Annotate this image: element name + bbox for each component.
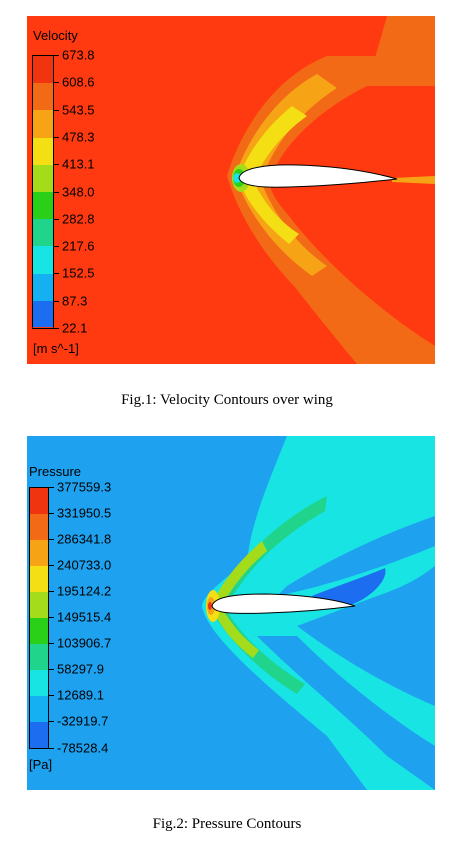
legend-tick bbox=[54, 219, 59, 220]
pressure-colorbar-band bbox=[30, 618, 48, 644]
velocity-stagnation-cyan bbox=[233, 173, 241, 183]
velocity-colorbar bbox=[32, 55, 54, 329]
legend-tick bbox=[54, 192, 59, 193]
velocity-colorbar-band bbox=[33, 137, 53, 165]
legend-tick bbox=[49, 487, 54, 488]
legend-tick bbox=[54, 110, 59, 111]
velocity-colorbar-band bbox=[33, 110, 53, 138]
pressure-green-upper-arm bbox=[212, 496, 327, 606]
pressure-contour-field bbox=[202, 436, 435, 790]
legend-tick-label: 12689.1 bbox=[57, 687, 104, 703]
legend-tick bbox=[54, 246, 59, 247]
legend-tick bbox=[54, 164, 59, 165]
legend-tick bbox=[54, 137, 59, 138]
pressure-colorbar-band bbox=[30, 514, 48, 540]
figure-1-caption: Fig.1: Velocity Contours over wing bbox=[121, 392, 333, 408]
pressure-stagnation-red bbox=[208, 602, 212, 610]
velocity-colorbar-band bbox=[33, 246, 53, 274]
legend-tick bbox=[54, 273, 59, 274]
legend-tick bbox=[54, 328, 59, 329]
legend-tick-label: 478.3 bbox=[62, 129, 95, 145]
legend-tick bbox=[49, 748, 54, 749]
legend-tick bbox=[49, 643, 54, 644]
velocity-legend-ticks: 673.8 608.6 543.5 478.3 413.1 348.0 282.… bbox=[54, 48, 174, 336]
pressure-lightgreen-upper bbox=[213, 541, 267, 604]
legend-tick bbox=[49, 539, 54, 540]
legend-tick-label: 195124.2 bbox=[57, 583, 112, 599]
velocity-yellow-upper bbox=[239, 106, 307, 178]
velocity-colorbar-band bbox=[33, 219, 53, 247]
legend-tick-label: 331950.5 bbox=[57, 505, 112, 521]
velocity-colorbar-band bbox=[33, 191, 53, 220]
pressure-colorbar-band bbox=[30, 644, 48, 670]
velocity-colorbar-band bbox=[33, 56, 53, 84]
legend-tick-label: -78528.4 bbox=[57, 740, 109, 756]
pressure-blue-lower-band bbox=[257, 636, 435, 790]
pressure-legend-title: Pressure bbox=[29, 464, 82, 479]
velocity-airfoil bbox=[238, 164, 398, 188]
legend-tick bbox=[49, 695, 54, 696]
legend-tick-label: 673.8 bbox=[62, 47, 95, 63]
pressure-colorbar-band bbox=[30, 722, 48, 748]
figure-2-caption: Fig.2: Pressure Contours bbox=[152, 816, 302, 832]
legend-tick-label: -32919.7 bbox=[57, 713, 109, 729]
legend-tick bbox=[49, 591, 54, 592]
legend-tick-label: 543.5 bbox=[62, 102, 95, 118]
pressure-colorbar-band bbox=[30, 592, 48, 618]
legend-tick-label: 149515.4 bbox=[57, 609, 112, 625]
velocity-legend-title: Velocity bbox=[33, 28, 78, 43]
velocity-colorbar-band bbox=[33, 273, 53, 301]
pressure-legend-unit: [Pa] bbox=[29, 757, 53, 772]
legend-tick-label: 87.3 bbox=[62, 293, 88, 309]
legend-tick bbox=[49, 565, 54, 566]
velocity-contour-field bbox=[227, 16, 435, 364]
legend-tick-label: 217.6 bbox=[62, 238, 95, 254]
legend-tick-label: 608.6 bbox=[62, 74, 95, 90]
legend-tick bbox=[54, 55, 59, 56]
legend-tick bbox=[49, 721, 54, 722]
velocity-colorbar-band bbox=[33, 164, 53, 192]
pressure-blue-inner bbox=[277, 516, 435, 596]
legend-tick-label: 377559.3 bbox=[57, 479, 112, 495]
legend-tick-label: 286341.8 bbox=[57, 531, 112, 547]
pressure-low-pocket bbox=[312, 568, 386, 608]
legend-tick-label: 152.5 bbox=[62, 265, 95, 281]
velocity-upper-right-orange bbox=[367, 16, 435, 86]
legend-tick bbox=[49, 669, 54, 670]
velocity-yellow-lower bbox=[239, 181, 299, 244]
velocity-colorbar-band bbox=[33, 83, 53, 111]
pressure-airfoil bbox=[211, 593, 356, 614]
velocity-wake-streak bbox=[392, 176, 435, 184]
legend-tick-label: 240733.0 bbox=[57, 557, 112, 573]
pressure-legend-ticks: 377559.3 331950.5 286341.8 240733.0 1951… bbox=[49, 480, 169, 756]
legend-tick-label: 413.1 bbox=[62, 156, 95, 172]
legend-tick-label: 282.8 bbox=[62, 211, 95, 227]
velocity-colorbar-band bbox=[33, 300, 53, 327]
pressure-colorbar-band bbox=[30, 566, 48, 592]
legend-tick-label: 22.1 bbox=[62, 320, 88, 336]
velocity-legend-unit: [m s^-1] bbox=[33, 341, 79, 356]
legend-tick-label: 58297.9 bbox=[57, 661, 104, 677]
pressure-colorbar bbox=[29, 487, 49, 749]
legend-tick bbox=[54, 82, 59, 83]
legend-tick bbox=[49, 513, 54, 514]
legend-tick-label: 348.0 bbox=[62, 184, 95, 200]
pressure-lightgreen-lower bbox=[213, 610, 259, 658]
pressure-colorbar-band bbox=[30, 540, 48, 566]
legend-tick bbox=[49, 617, 54, 618]
pressure-contour-plot: Pressure 377559.3 331950.5 286341.8 2407… bbox=[27, 436, 435, 790]
velocity-contour-plot: Velocity 673.8 608.6 543.5 478.3 413.1 3… bbox=[27, 16, 435, 364]
pressure-colorbar-band bbox=[30, 670, 48, 696]
pressure-colorbar-band bbox=[30, 696, 48, 722]
pressure-colorbar-band bbox=[30, 488, 48, 514]
legend-tick bbox=[54, 301, 59, 302]
legend-tick-label: 103906.7 bbox=[57, 635, 112, 651]
